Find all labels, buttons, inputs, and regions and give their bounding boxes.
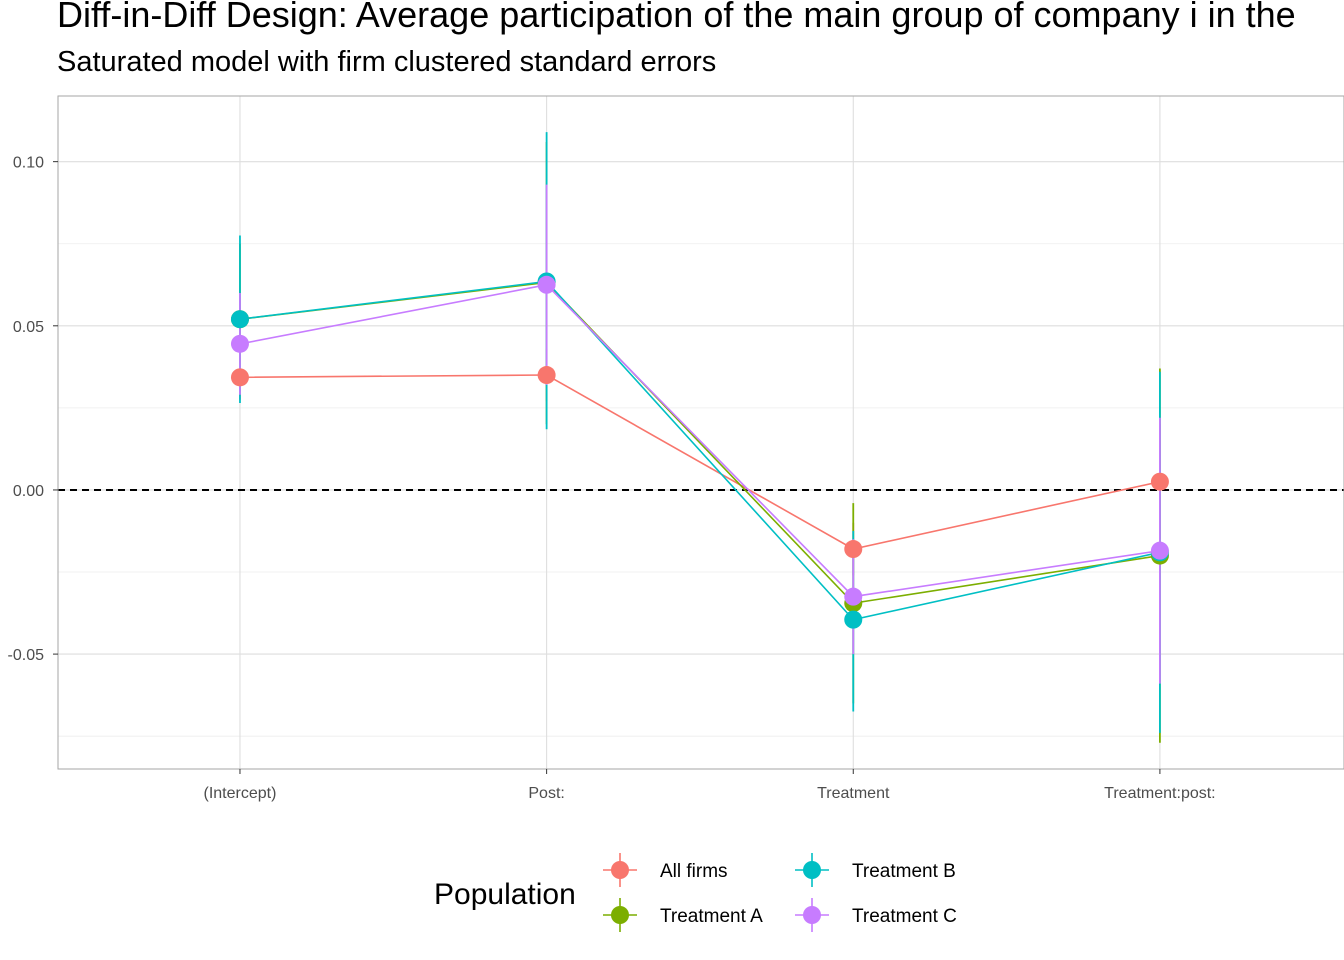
data-point-treatment-c xyxy=(537,275,556,294)
legend-key-point-treatment-b xyxy=(803,861,821,879)
legend-label-treatment-b: Treatment B xyxy=(852,861,956,882)
legend-title: Population xyxy=(434,878,576,911)
series-line-all-firms xyxy=(239,374,1161,550)
legend-label-treatment-a: Treatment A xyxy=(660,906,763,927)
y-tick-label: 0.05 xyxy=(13,319,44,336)
legend-key-point-treatment-a xyxy=(611,906,629,924)
error-bars xyxy=(239,132,1161,743)
chart-subtitle: Saturated model with firm clustered stan… xyxy=(57,46,717,78)
x-tick-label: Treatment xyxy=(817,785,890,802)
y-tick-label: 0.10 xyxy=(13,155,44,172)
data-points xyxy=(230,272,1169,629)
data-point-all-firms xyxy=(537,366,556,385)
series-lines xyxy=(239,280,1161,621)
data-point-all-firms xyxy=(230,368,249,387)
y-tick-label: 0.00 xyxy=(13,483,44,500)
x-axis-ticks: (Intercept) Post: Treatment Treatment:post: xyxy=(204,769,1216,802)
x-tick-label: (Intercept) xyxy=(204,785,277,802)
chart-title: Diff-in-Diff Design: Average participati… xyxy=(57,0,1296,35)
grid-lines xyxy=(58,96,1344,769)
data-point-treatment-b xyxy=(230,310,249,329)
data-point-all-firms xyxy=(844,540,863,559)
x-tick-label: Treatment:post: xyxy=(1104,785,1215,802)
data-point-treatment-c xyxy=(844,587,863,606)
legend-label-all-firms: All firms xyxy=(660,861,728,882)
series-line-treatment-c xyxy=(239,283,1161,598)
y-tick-label: -0.05 xyxy=(8,647,45,664)
plot-panel-border xyxy=(57,95,1344,770)
data-point-all-firms xyxy=(1150,472,1169,491)
legend: Population All firms Treatment A Treatment … xyxy=(434,853,957,932)
x-tick-label: Post: xyxy=(528,785,564,802)
legend-label-treatment-c: Treatment C xyxy=(852,906,957,927)
data-point-treatment-c xyxy=(230,334,249,353)
data-point-treatment-b xyxy=(844,610,863,629)
data-point-treatment-c xyxy=(1150,541,1169,560)
series-line-treatment-a xyxy=(239,281,1161,605)
legend-key-point-all-firms xyxy=(611,861,629,879)
legend-key-point-treatment-c xyxy=(803,906,821,924)
series-line-treatment-b xyxy=(239,280,1161,621)
y-axis-ticks: -0.05 0.00 0.05 0.10 xyxy=(8,155,58,664)
